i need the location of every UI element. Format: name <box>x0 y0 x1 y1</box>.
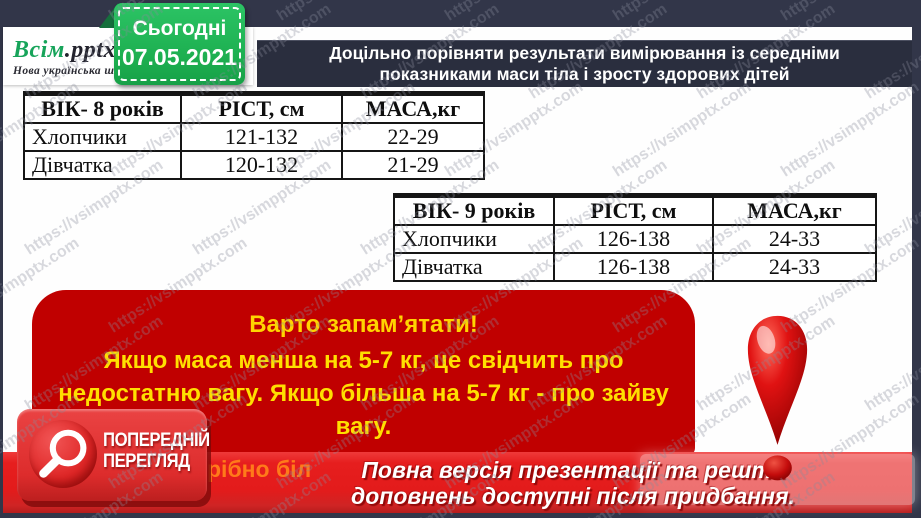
age8-table: ВІК- 8 років РІСТ, см МАСА,кг Хлопчики 1… <box>23 91 485 180</box>
watermark-text: https://vsimpptx.com <box>274 0 419 25</box>
watermark-text: https://vsimpptx.com <box>442 0 587 25</box>
watermark-text: https://vsimpptx.com <box>610 0 755 25</box>
height-header-cell: РІСТ, см <box>180 92 343 124</box>
logo-brand-green: Всім <box>13 37 65 63</box>
date-badge-label: Сьогодні <box>132 17 227 40</box>
slide-title: Доцільно порівняти результати вимірюванн… <box>329 43 840 84</box>
date-badge-date: 07.05.2021 <box>121 44 238 70</box>
mass-header-cell: МАСА,кг <box>712 194 877 226</box>
group-cell: Хлопчики <box>23 122 182 152</box>
note-body: Якщо маса менша на 5-7 кг, це свідчить п… <box>58 347 669 440</box>
group-cell: Дівчатка <box>393 252 555 282</box>
age8-header-cell: ВІК- 8 років <box>23 92 182 124</box>
height-cell: 121-132 <box>180 122 343 152</box>
watermark-text: https://vsimpptx.com <box>778 0 921 25</box>
table-header-row: ВІК- 9 років РІСТ, см МАСА,кг <box>393 194 877 226</box>
logo-wordmark: Всім.pptx <box>13 37 116 64</box>
note-title: Варто запам’ятати! <box>249 311 478 338</box>
mass-cell: 24-33 <box>712 224 877 254</box>
table-row: Хлопчики 121-132 22-29 <box>23 122 485 152</box>
table-row: Дівчатка 120-132 21-29 <box>23 150 485 180</box>
mass-header-cell: МАСА,кг <box>341 92 485 124</box>
logo-tagline: Нова українська школа <box>13 65 139 77</box>
group-cell: Хлопчики <box>393 224 555 254</box>
height-cell: 126-138 <box>553 252 714 282</box>
age9-header-cell: ВІК- 9 років <box>393 194 555 226</box>
height-header-cell: РІСТ, см <box>553 194 714 226</box>
date-badge: Сьогодні 07.05.2021 <box>114 3 245 85</box>
mass-cell: 24-33 <box>712 252 877 282</box>
age9-table: ВІК- 9 років РІСТ, см МАСА,кг Хлопчики 1… <box>393 193 877 282</box>
magnifier-icon <box>29 420 97 488</box>
preview-label-line1: ПОПЕРЕДНІЙ <box>103 430 210 451</box>
preview-label-line2: ПЕРЕГЛЯД <box>103 451 190 472</box>
mass-cell: 22-29 <box>341 122 485 152</box>
table-row: Хлопчики 126-138 24-33 <box>393 224 877 254</box>
preview-badge: ПОПЕРЕДНІЙ ПЕРЕГЛЯД <box>17 409 210 501</box>
preview-badge-label: ПОПЕРЕДНІЙ ПЕРЕГЛЯД <box>103 430 210 472</box>
height-cell: 120-132 <box>180 150 343 180</box>
group-cell: Дівчатка <box>23 150 182 180</box>
height-cell: 126-138 <box>553 224 714 254</box>
mass-cell: 21-29 <box>341 150 485 180</box>
slide-header-bar: Доцільно порівняти результати вимірюванн… <box>257 40 912 87</box>
logo-brand-extension: .pptx <box>64 37 116 63</box>
date-badge-inner: Сьогодні 07.05.2021 <box>118 7 241 81</box>
table-row: Дівчатка 126-138 24-33 <box>393 252 877 282</box>
watermark-text: https://vsimpptx.com <box>0 0 83 25</box>
exclamation-mark-icon <box>744 314 811 486</box>
purchase-bar-text: Повна версія презентації та решта доповн… <box>351 457 795 509</box>
hidden-text-fragment: рібно біл <box>207 456 312 482</box>
table-header-row: ВІК- 8 років РІСТ, см МАСА,кг <box>23 92 485 124</box>
